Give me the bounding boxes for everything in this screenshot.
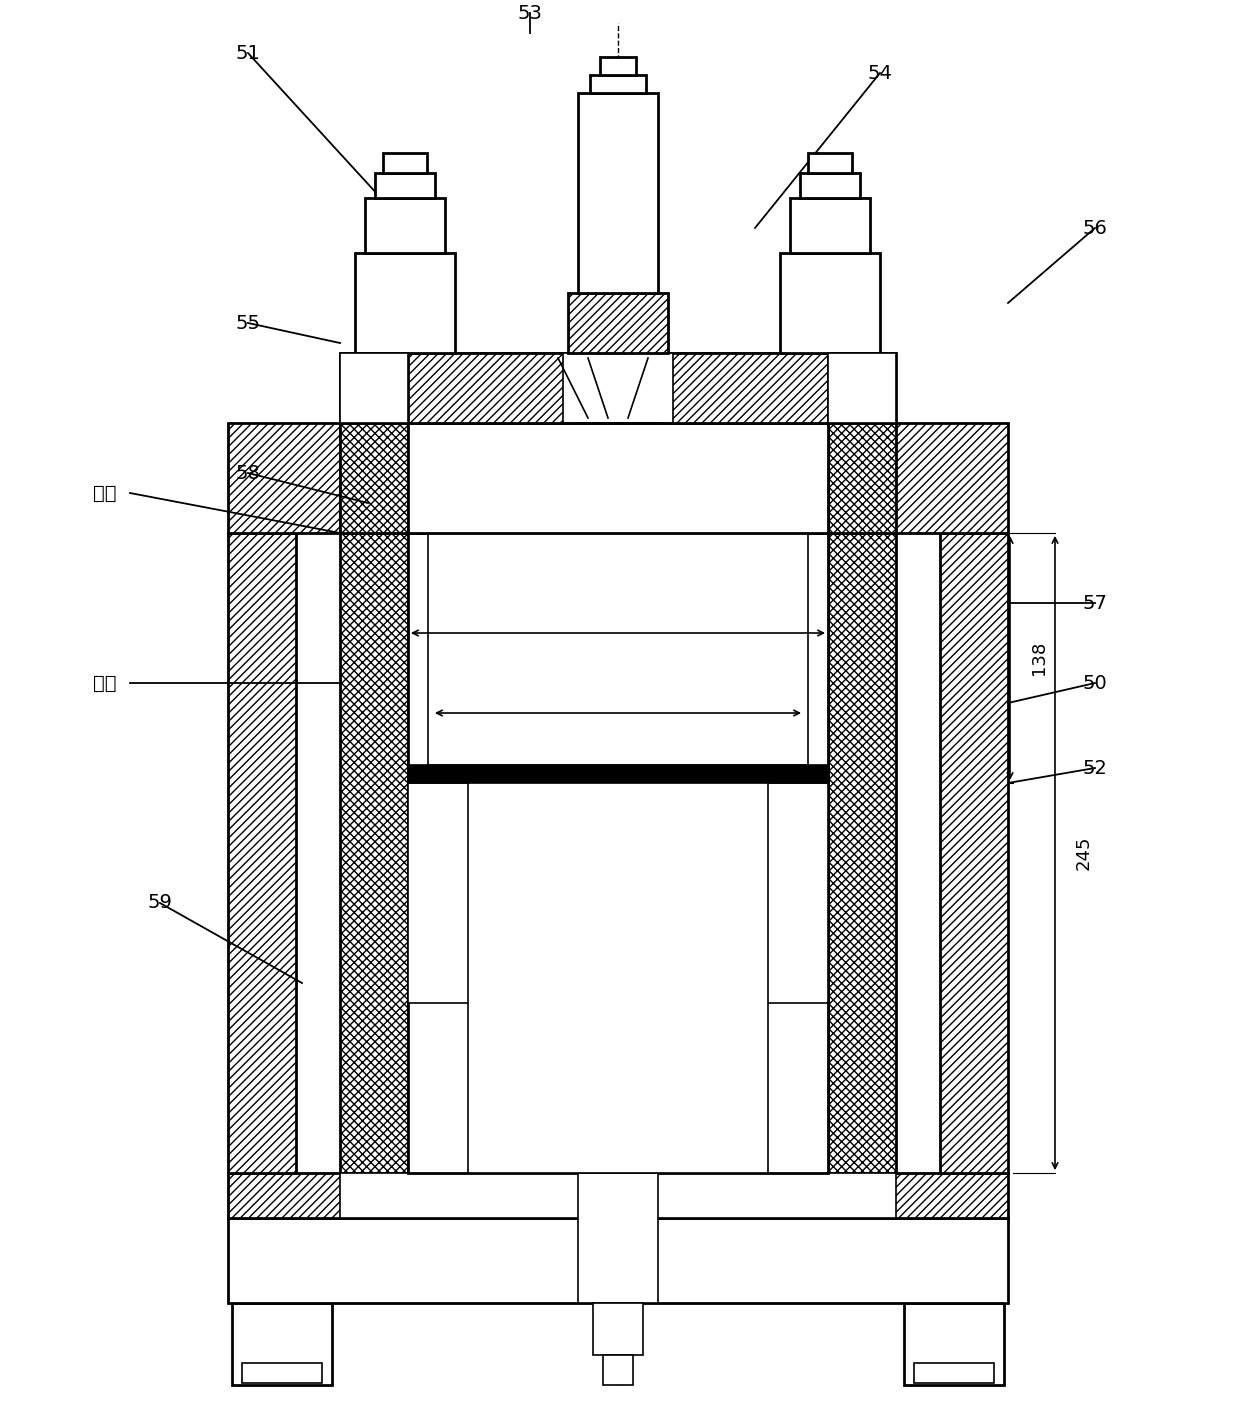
Text: 液室: 液室 <box>93 673 117 693</box>
Bar <box>828 533 897 1173</box>
Bar <box>578 1173 658 1303</box>
Bar <box>383 153 427 173</box>
Text: Φ61: Φ61 <box>600 595 636 613</box>
Bar <box>408 422 828 533</box>
Bar <box>428 533 808 765</box>
Text: 59: 59 <box>148 894 172 912</box>
Bar <box>340 422 897 533</box>
Bar <box>467 773 768 1173</box>
Bar <box>568 293 668 354</box>
Bar <box>408 354 828 422</box>
Text: 53: 53 <box>517 3 542 22</box>
Text: 56: 56 <box>1083 219 1107 237</box>
Bar <box>228 422 1008 533</box>
Bar <box>828 422 897 533</box>
Bar <box>365 198 445 253</box>
Text: 58: 58 <box>236 463 260 483</box>
Bar <box>228 1173 1008 1218</box>
Text: 57: 57 <box>1083 593 1107 613</box>
Bar <box>790 198 870 253</box>
Text: 55: 55 <box>236 313 260 333</box>
Bar <box>340 354 408 422</box>
Text: Φ46: Φ46 <box>599 675 636 693</box>
Bar <box>914 1362 994 1383</box>
Bar <box>590 74 646 93</box>
Bar <box>355 253 455 354</box>
Bar <box>563 354 673 422</box>
Bar <box>800 173 861 198</box>
Text: 50: 50 <box>1083 673 1107 693</box>
Text: 54: 54 <box>868 63 893 83</box>
Bar <box>600 58 636 74</box>
Bar <box>408 783 828 1003</box>
Text: 51: 51 <box>236 43 260 63</box>
Bar <box>808 153 852 173</box>
Text: 气室: 气室 <box>93 484 117 502</box>
Bar <box>593 1303 644 1355</box>
Bar <box>232 1303 332 1385</box>
Bar <box>603 1355 632 1385</box>
Bar <box>340 354 897 422</box>
Bar <box>408 765 828 783</box>
Bar <box>228 533 296 1173</box>
Bar <box>340 1173 897 1218</box>
Text: 52: 52 <box>1083 759 1107 777</box>
Bar <box>780 253 880 354</box>
Bar <box>340 533 408 1173</box>
Bar <box>578 93 658 293</box>
Bar <box>340 422 408 533</box>
Bar <box>374 173 435 198</box>
Bar <box>828 354 897 422</box>
Text: 138: 138 <box>1030 641 1048 675</box>
Bar <box>228 1218 1008 1303</box>
Bar <box>242 1362 322 1383</box>
Bar <box>408 533 828 1173</box>
Bar <box>904 1303 1004 1385</box>
Bar <box>940 533 1008 1173</box>
Text: 245: 245 <box>1075 836 1092 870</box>
